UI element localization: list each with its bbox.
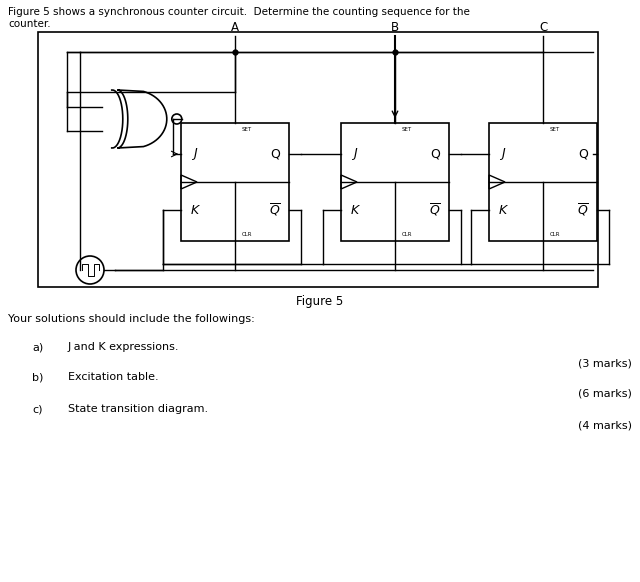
Text: J and K expressions.: J and K expressions.: [68, 342, 179, 352]
Text: A: A: [231, 21, 239, 34]
Text: counter.: counter.: [8, 19, 51, 29]
Text: B: B: [391, 21, 399, 34]
Text: (4 marks): (4 marks): [578, 420, 632, 430]
Text: SET: SET: [402, 127, 412, 132]
Text: $\overline{Q}$: $\overline{Q}$: [577, 202, 589, 218]
Text: Q: Q: [578, 147, 588, 161]
Text: K: K: [191, 204, 199, 217]
Circle shape: [76, 256, 104, 284]
Text: CLR: CLR: [402, 232, 412, 237]
Bar: [341, 123, 449, 241]
Bar: [38, 32, 598, 287]
Text: J: J: [353, 147, 357, 161]
Bar: [489, 123, 597, 241]
Text: Your solutions should include the followings:: Your solutions should include the follow…: [8, 314, 255, 324]
Text: c): c): [32, 404, 42, 414]
Text: J: J: [193, 147, 197, 161]
Text: (3 marks): (3 marks): [578, 358, 632, 368]
Text: SET: SET: [550, 127, 560, 132]
Text: Figure 5: Figure 5: [296, 295, 344, 308]
Text: Figure 5 shows a synchronous counter circuit.  Determine the counting sequence f: Figure 5 shows a synchronous counter cir…: [8, 7, 470, 17]
Circle shape: [172, 114, 182, 124]
Text: Excitation table.: Excitation table.: [68, 372, 159, 382]
Text: b): b): [32, 372, 44, 382]
Text: $\overline{Q}$: $\overline{Q}$: [269, 202, 281, 218]
Text: CLR: CLR: [242, 232, 252, 237]
Polygon shape: [117, 90, 167, 148]
Text: K: K: [499, 204, 507, 217]
Text: CLR: CLR: [550, 232, 560, 237]
Text: K: K: [351, 204, 359, 217]
Text: Q: Q: [430, 147, 440, 161]
Text: a): a): [32, 342, 44, 352]
Text: C: C: [539, 21, 547, 34]
Text: (6 marks): (6 marks): [578, 388, 632, 398]
Text: State transition diagram.: State transition diagram.: [68, 404, 208, 414]
Bar: [181, 123, 289, 241]
Text: SET: SET: [242, 127, 252, 132]
Text: J: J: [501, 147, 505, 161]
Text: Q: Q: [270, 147, 280, 161]
Text: $\overline{Q}$: $\overline{Q}$: [429, 202, 441, 218]
